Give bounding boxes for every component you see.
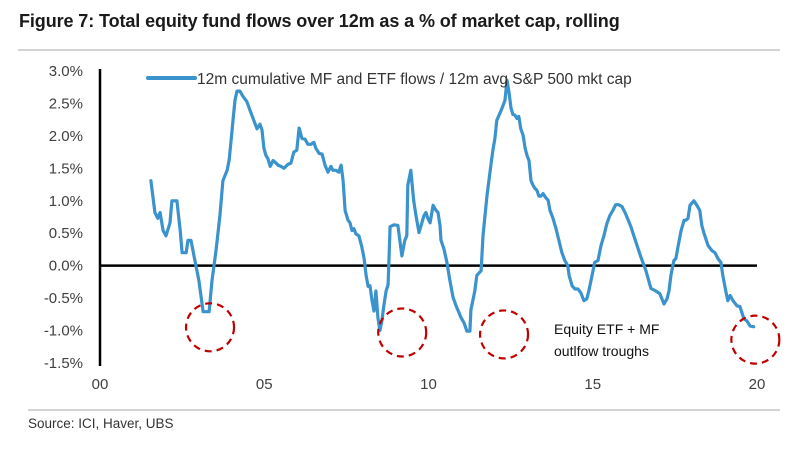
legend: 12m cumulative MF and ETF flows / 12m av… — [146, 71, 632, 88]
y-tick-label: -1.0% — [44, 323, 83, 340]
y-tick-label: -0.5% — [44, 290, 83, 307]
y-tick-label: 1.0% — [49, 193, 83, 210]
y-tick-label: 2.5% — [49, 95, 83, 112]
figure-title: Figure 7: Total equity fund flows over 1… — [19, 11, 620, 31]
x-tick-label: 00 — [92, 376, 109, 393]
y-tick-label: 3.0% — [49, 63, 83, 80]
trough-circles — [184, 302, 781, 365]
trough-circle — [377, 307, 428, 358]
x-axis-ticks: 00 05 10 15 20 — [92, 376, 766, 393]
title-divider — [18, 49, 780, 51]
x-tick-label: 20 — [749, 376, 766, 393]
series-line — [149, 78, 756, 333]
y-axis-ticks: 3.0% 2.5% 2.0% 1.5% 1.0% 0.5% 0.0% -0.5% -1.0% -1… — [44, 63, 83, 372]
x-tick-label: 15 — [584, 376, 601, 393]
x-tick-label: 10 — [420, 376, 437, 393]
legend-label: 12m cumulative MF and ETF flows / 12m av… — [197, 71, 632, 88]
source-note: Source: ICI, Haver, UBS — [28, 416, 174, 431]
source-divider — [28, 409, 780, 411]
annotation-text: Equity ETF + MF outlfow troughs — [554, 321, 659, 359]
y-tick-label: 2.0% — [49, 128, 83, 145]
trough-circle — [478, 309, 530, 360]
trough-circle — [184, 302, 236, 353]
y-tick-label: 0.0% — [49, 258, 83, 275]
y-tick-label: 1.5% — [49, 160, 83, 177]
annotation-line-1: Equity ETF + MF — [554, 321, 659, 337]
trough-circle — [730, 314, 781, 365]
x-tick-label: 05 — [256, 376, 273, 393]
y-tick-label: -1.5% — [44, 355, 83, 372]
y-tick-label: 0.5% — [49, 225, 83, 242]
annotation-line-2: outlfow troughs — [554, 343, 649, 359]
